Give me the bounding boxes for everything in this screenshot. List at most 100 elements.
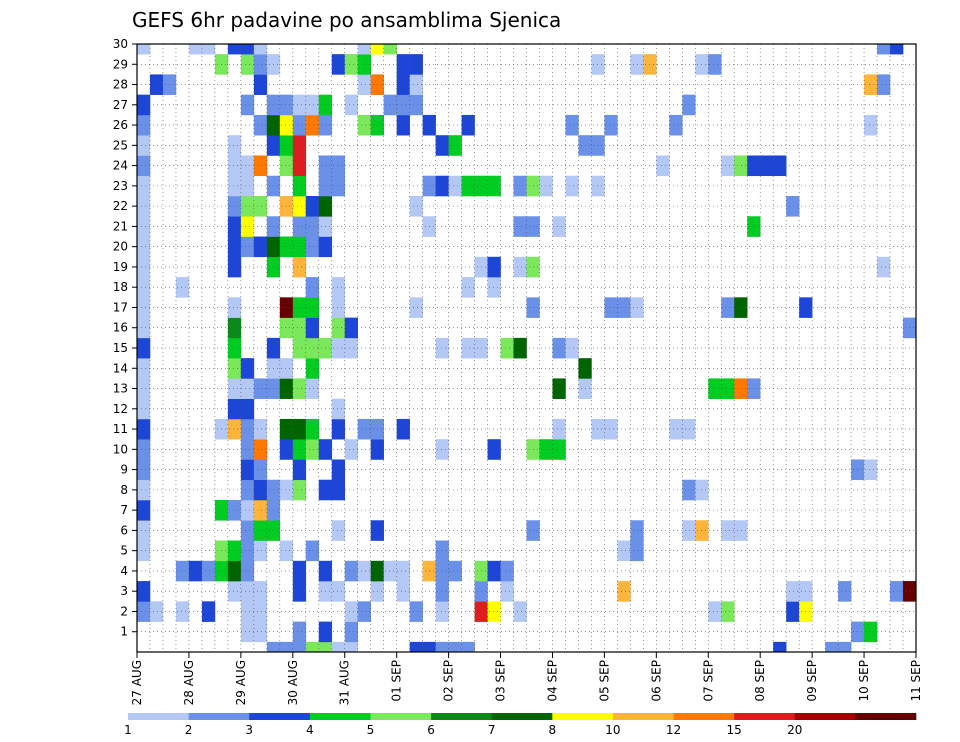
heatmap-cell (435, 581, 449, 602)
heatmap-cell (240, 94, 255, 116)
heatmap-cell (227, 175, 242, 197)
heatmap-cell (383, 44, 397, 55)
heatmap-cell (240, 500, 255, 521)
heatmap-cell (825, 641, 839, 653)
heatmap-cell (240, 520, 255, 541)
heatmap-cell (409, 94, 423, 116)
heatmap-cell (240, 175, 255, 197)
heatmap-cell (137, 196, 151, 217)
heatmap-cell (292, 175, 307, 197)
y-tick-label: 19 (113, 260, 128, 274)
heatmap-cell (721, 155, 735, 177)
heatmap-cell (253, 459, 268, 481)
heatmap-cell (137, 94, 151, 116)
heatmap-cell (227, 378, 242, 399)
heatmap-cell (669, 418, 683, 440)
heatmap-cell (137, 297, 151, 318)
heatmap-cell (604, 418, 618, 440)
heatmap-cell (240, 358, 255, 379)
heatmap-cell (137, 479, 151, 501)
heatmap-cell (279, 297, 294, 318)
heatmap-cell (331, 54, 346, 75)
heatmap-cell (877, 74, 891, 95)
heatmap-cell (305, 277, 320, 298)
heatmap-cell (137, 581, 151, 602)
heatmap-cell (240, 44, 255, 55)
colorbar-swatch (612, 713, 674, 720)
heatmap-cell (240, 439, 255, 460)
heatmap-cell (240, 155, 255, 177)
heatmap-cell (292, 439, 307, 460)
heatmap-cell (435, 641, 449, 653)
heatmap-cell (292, 196, 307, 217)
heatmap-cell (292, 581, 307, 602)
heatmap-cell (253, 196, 268, 217)
colorbar-legend: 1 2 3 4 5 6 7 8 10 12 15 20 (124, 713, 917, 737)
heatmap-cell (487, 439, 501, 460)
heatmap-cell (227, 317, 242, 339)
heatmap-cell (448, 560, 462, 582)
heatmap-cell (396, 94, 410, 116)
y-tick-label: 30 (113, 37, 128, 51)
heatmap-cell (175, 560, 190, 582)
heatmap-cell (279, 236, 294, 258)
heatmap-cell (227, 44, 242, 55)
heatmap-cell (175, 601, 190, 622)
heatmap-cell (253, 114, 268, 136)
heatmap-cell (137, 459, 151, 481)
heatmap-cell (357, 74, 371, 95)
heatmap-cell (552, 337, 566, 359)
y-tick-label: 29 (113, 57, 128, 71)
y-tick-label: 14 (113, 361, 128, 375)
heatmap-cell (240, 459, 255, 481)
heatmap-cell (864, 114, 878, 136)
heatmap-cell (266, 641, 281, 653)
heatmap-cell (331, 581, 346, 602)
heatmap-cell (864, 459, 878, 481)
y-tick-label: 7 (120, 503, 128, 517)
heatmap-cell (305, 641, 320, 653)
x-tick-label: 11 SEP (909, 660, 923, 702)
colorbar-swatch (128, 713, 189, 720)
heatmap-cell (137, 317, 151, 339)
heatmap-cell (890, 581, 904, 602)
heatmap-cell (137, 540, 151, 562)
heatmap-cell (137, 500, 151, 521)
y-tick-label: 15 (113, 341, 128, 355)
y-tick-label: 22 (113, 199, 128, 213)
heatmap-cell (734, 155, 748, 177)
heatmap-cell (137, 114, 151, 136)
heatmap-cell (513, 601, 527, 622)
y-tick-label: 17 (113, 300, 128, 314)
colorbar-swatch (249, 713, 311, 720)
y-tick-label: 10 (113, 442, 128, 456)
heatmap-cell (201, 44, 216, 55)
heatmap-cell (331, 520, 346, 541)
heatmap-cell (604, 114, 618, 136)
heatmap-cell (240, 540, 255, 562)
x-tick-label: 04 SEP (545, 660, 559, 702)
heatmap-cell (292, 155, 307, 177)
heatmap-cell (435, 439, 449, 460)
heatmap-cell (435, 601, 449, 622)
heatmap-cell (318, 641, 333, 653)
y-tick-label: 23 (113, 179, 128, 193)
heatmap-cell (617, 540, 631, 562)
heatmap-cell (305, 317, 320, 339)
heatmap-cell (357, 560, 371, 582)
heatmap-cell (344, 439, 359, 460)
heatmap-cell (734, 520, 748, 541)
heatmap-cell (357, 44, 371, 55)
heatmap-cell (461, 277, 475, 298)
heatmap-cell (305, 196, 320, 217)
y-tick-label: 26 (113, 118, 128, 132)
heatmap-cell (253, 44, 268, 55)
heatmap-cell (253, 236, 268, 258)
colorbar-label: 15 (727, 723, 742, 737)
x-tick-label: 08 SEP (753, 660, 767, 702)
heatmap-cell (331, 459, 346, 481)
heatmap-cell (396, 560, 410, 582)
heatmap-cells (137, 44, 917, 653)
heatmap-cell (279, 378, 294, 399)
heatmap-cell (279, 439, 294, 460)
